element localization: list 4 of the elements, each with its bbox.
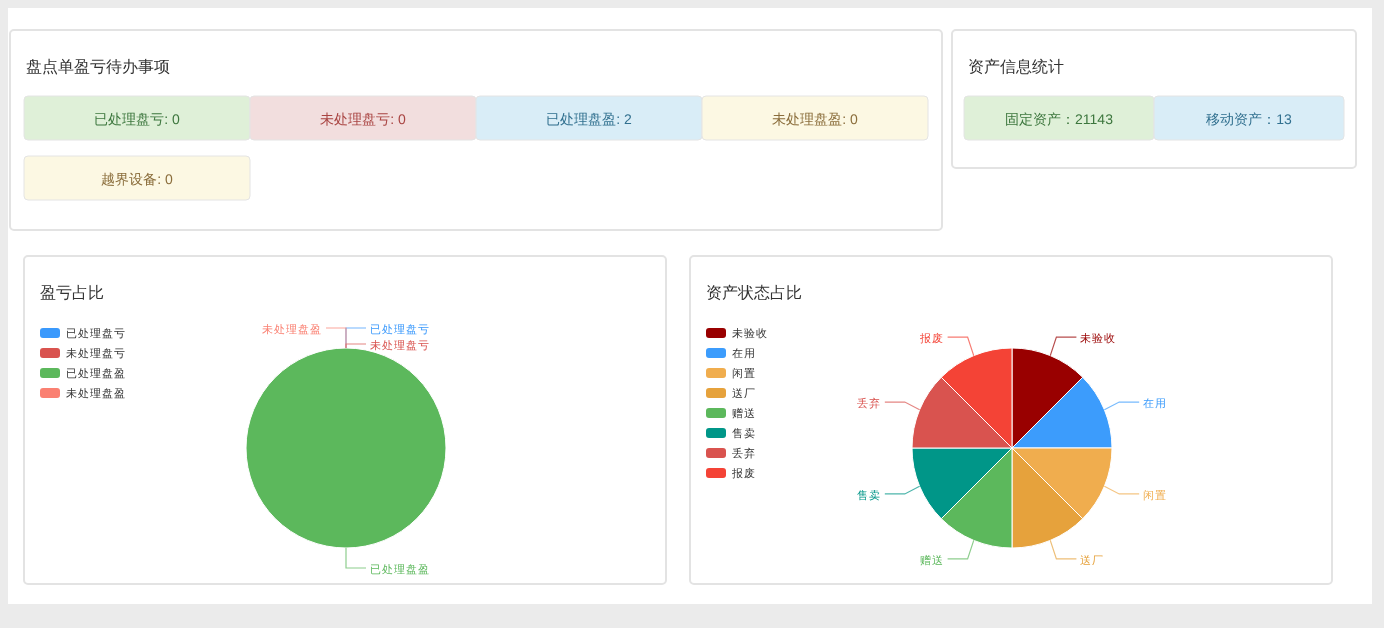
chart-title: 资产状态占比 [706,284,802,302]
text: 盘点单盈亏待办事项 [26,58,170,76]
chart-title: 盈亏占比 [40,284,104,302]
text: 资产信息统计 [968,58,1064,76]
